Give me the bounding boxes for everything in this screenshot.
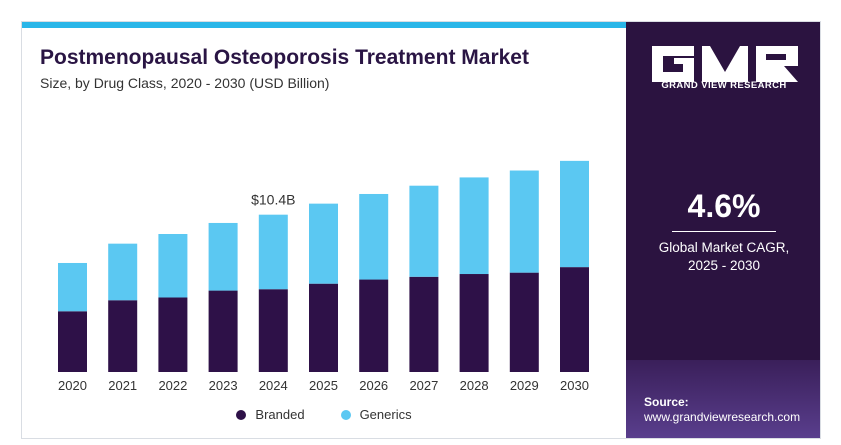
legend-swatch-generics xyxy=(340,409,351,420)
chart-panel: Postmenopausal Osteoporosis Treatment Ma… xyxy=(22,22,626,438)
x-tick-label-2029: 2029 xyxy=(510,378,539,393)
x-tick-label-2024: 2024 xyxy=(259,378,288,393)
bar-generics-2023 xyxy=(208,222,238,291)
logo-text: GRAND VIEW RESEARCH xyxy=(661,80,787,91)
chart-card: Postmenopausal Osteoporosis Treatment Ma… xyxy=(21,21,821,439)
legend-swatch-branded xyxy=(236,409,247,420)
source-label: Source: xyxy=(644,395,689,409)
x-tick-label-2027: 2027 xyxy=(409,378,438,393)
bar-generics-2020 xyxy=(58,262,87,312)
x-tick-label-2022: 2022 xyxy=(158,378,187,393)
stacked-bar-chart: 2020 2021 2022 2023 2024 2025 2026 2027 2028 2029… xyxy=(58,160,589,393)
bar-generics-2025 xyxy=(309,203,338,284)
x-tick-label-2025: 2025 xyxy=(309,378,338,393)
bar-generics-2026 xyxy=(359,193,389,280)
legend-label-generics: Generics xyxy=(359,407,412,422)
legend-label-branded: Branded xyxy=(255,407,305,422)
source-url[interactable]: www.grandviewresearch.com xyxy=(644,410,801,424)
bar-branded-2023 xyxy=(208,290,238,372)
data-label-2024: $10.4B xyxy=(251,192,295,208)
cagr-divider xyxy=(672,231,776,232)
x-tick-label-2020: 2020 xyxy=(58,378,87,393)
bar-branded-2028 xyxy=(459,274,489,372)
bar-branded-2025 xyxy=(309,283,338,372)
cagr-value: 4.6% xyxy=(687,188,761,224)
x-tick-label-2021: 2021 xyxy=(108,378,137,393)
x-tick-label-2028: 2028 xyxy=(460,378,489,393)
source-band xyxy=(626,360,820,438)
chart-legend: Branded Generics xyxy=(22,407,626,422)
bar-generics-2024 xyxy=(258,214,288,290)
cagr-label-line2: 2025 - 2030 xyxy=(687,258,761,273)
bar-branded-2030 xyxy=(560,267,589,372)
bar-branded-2020 xyxy=(58,311,87,372)
bar-branded-2029 xyxy=(509,272,539,372)
x-tick-label-2030: 2030 xyxy=(560,378,589,393)
chart-title: Postmenopausal Osteoporosis Treatment Ma… xyxy=(40,46,529,69)
bar-branded-2024 xyxy=(258,289,288,372)
bar-branded-2026 xyxy=(359,279,389,372)
bar-branded-2021 xyxy=(108,300,138,372)
legend-item-branded: Branded xyxy=(236,407,305,422)
legend-item-generics: Generics xyxy=(340,407,412,422)
bar-generics-2029 xyxy=(509,170,539,273)
bar-generics-2022 xyxy=(158,234,188,298)
bar-branded-2022 xyxy=(158,297,188,372)
chart-subtitle: Size, by Drug Class, 2020 - 2030 (USD Bi… xyxy=(40,75,330,91)
x-tick-label-2023: 2023 xyxy=(209,378,238,393)
cagr-label-line1: Global Market CAGR, xyxy=(658,240,790,255)
bar-generics-2021 xyxy=(108,243,138,301)
accent-bar xyxy=(22,22,626,28)
x-tick-label-2026: 2026 xyxy=(359,378,388,393)
bar-generics-2028 xyxy=(459,177,489,275)
cagr-label: Global Market CAGR, 2025 - 2030 xyxy=(626,239,820,275)
bar-generics-2030 xyxy=(560,160,589,268)
bar-branded-2027 xyxy=(409,276,439,372)
grand-view-research-logo xyxy=(652,46,798,82)
side-panel: GRAND VIEW RESEARCH 4.6% Global Market C… xyxy=(626,22,820,438)
bar-generics-2027 xyxy=(409,185,439,277)
